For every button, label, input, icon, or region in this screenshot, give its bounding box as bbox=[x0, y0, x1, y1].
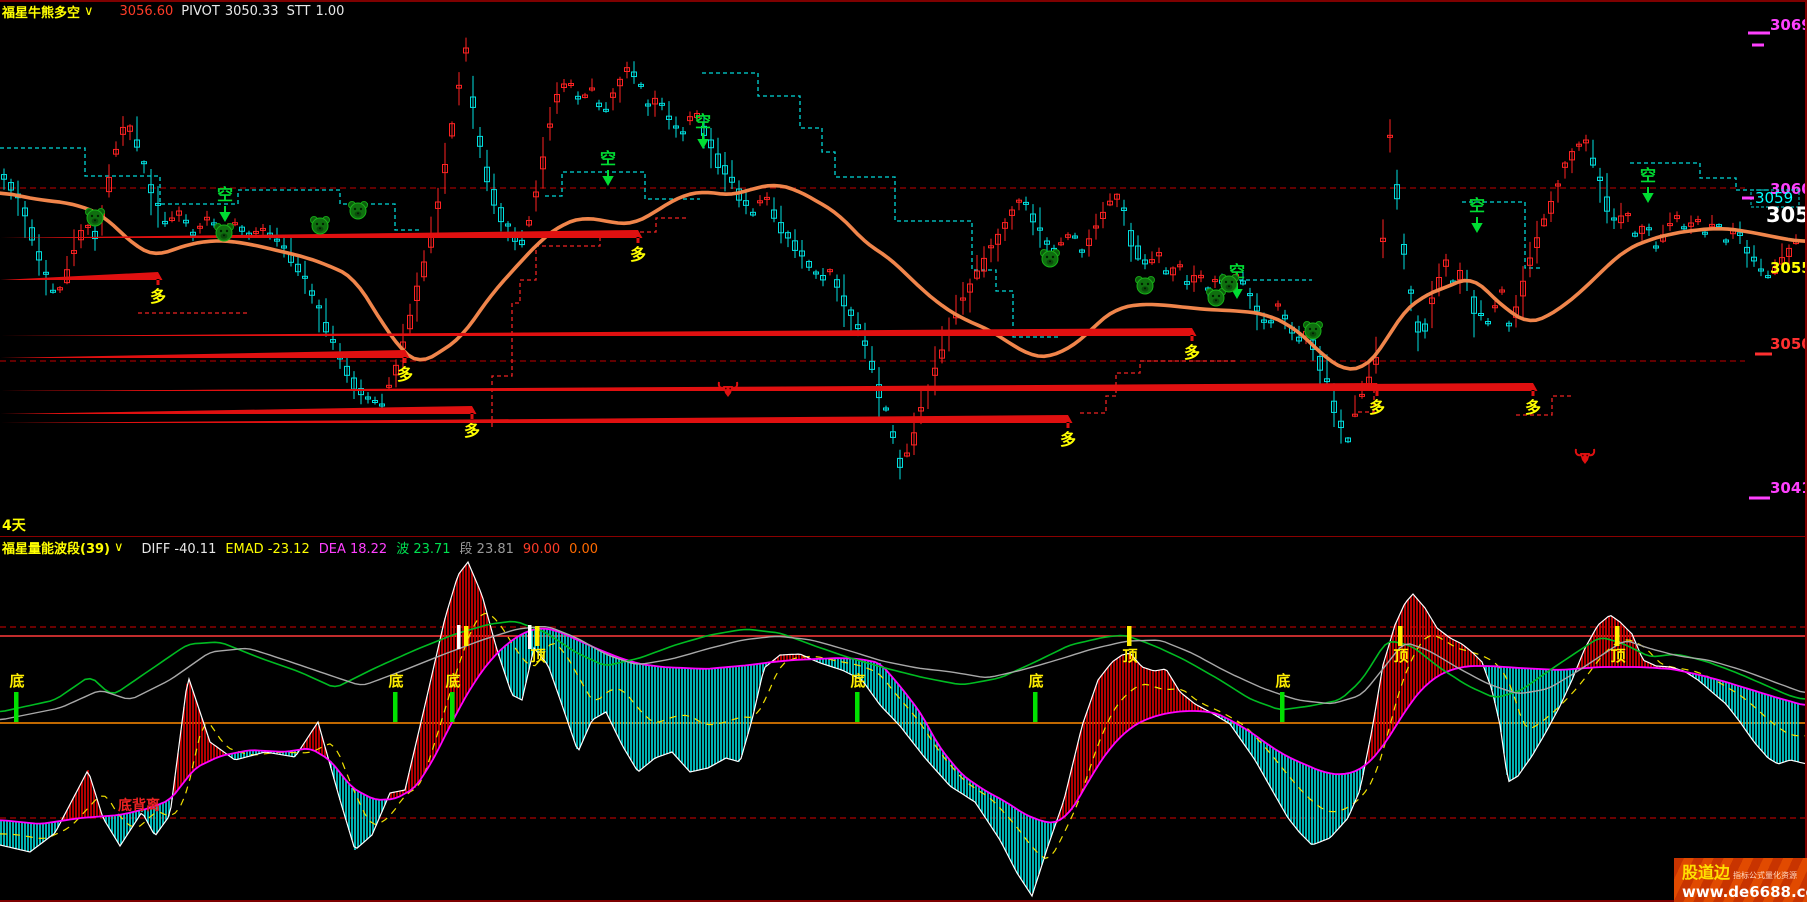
svg-text:多: 多 bbox=[150, 287, 166, 306]
price-axis-labels: 3069306030593059305530503041 bbox=[1742, 16, 1807, 500]
watermark-badge: 股道边 指标公式量化资源 www.de6688.com bbox=[1674, 858, 1807, 902]
long-signal-markers: 多多多多多多多多 bbox=[0, 230, 1541, 449]
wave-histogram bbox=[0, 564, 1799, 893]
bear-icon bbox=[214, 223, 234, 242]
panel2-header: 福星量能波段(39) ∨ DIFF -40.11 EMAD -23.12 DEA 18… bbox=[0, 538, 1807, 557]
ma-line bbox=[0, 183, 1807, 371]
indicator-field-EMAD: EMAD -23.12 bbox=[225, 541, 310, 557]
svg-text:底: 底 bbox=[9, 672, 24, 690]
svg-text:顶: 顶 bbox=[1610, 647, 1625, 665]
svg-text:底: 底 bbox=[1028, 672, 1043, 690]
watermark-brand: 股道边 bbox=[1682, 863, 1731, 882]
indicator-field-波: 波 23.71 bbox=[396, 541, 451, 557]
bull-icons bbox=[717, 381, 1596, 464]
bo-line bbox=[0, 620, 1806, 713]
diff-line bbox=[0, 560, 1807, 898]
period-label: 4天 bbox=[2, 518, 27, 534]
bear-icon bbox=[1040, 249, 1060, 268]
bear-icon bbox=[85, 208, 105, 227]
svg-text:多: 多 bbox=[1525, 398, 1541, 417]
svg-text:空: 空 bbox=[600, 149, 616, 168]
panel1-price-value: 3056.60 bbox=[119, 3, 174, 19]
panel1-stt-label: STT bbox=[286, 3, 311, 19]
svg-text:顶: 顶 bbox=[1393, 647, 1408, 665]
bull-icon bbox=[1574, 448, 1596, 464]
bull-icon bbox=[717, 381, 739, 397]
panel1-caret-icon[interactable]: ∨ bbox=[84, 3, 94, 19]
bottom-signal-markers: 底底底底底底 bbox=[9, 672, 1291, 722]
panel1-pivot-label: PIVOT bbox=[181, 3, 220, 19]
panel1-title[interactable]: 福星牛熊多空 bbox=[2, 5, 81, 21]
bear-icon bbox=[310, 216, 330, 235]
indicator-field-DEA: DEA 18.22 bbox=[318, 541, 388, 557]
svg-text:多: 多 bbox=[1184, 343, 1200, 362]
panel-divider[interactable] bbox=[0, 536, 1807, 537]
envelope-step-lines bbox=[0, 72, 1768, 427]
svg-text:空: 空 bbox=[217, 185, 233, 204]
watermark-url: www.de6688.com bbox=[1682, 883, 1807, 901]
panel1-stt-value: 1.00 bbox=[315, 3, 345, 19]
svg-text:底: 底 bbox=[1275, 672, 1290, 690]
svg-text:顶: 顶 bbox=[530, 647, 545, 665]
svg-text:底: 底 bbox=[445, 672, 460, 690]
svg-text:空: 空 bbox=[1469, 196, 1485, 215]
indicator-field-段: 段 23.81 bbox=[459, 541, 514, 557]
dea-line bbox=[0, 627, 1806, 825]
watermark-tagline: 指标公式量化资源 bbox=[1733, 871, 1798, 880]
svg-text:空: 空 bbox=[695, 112, 711, 131]
main-candlestick-chart[interactable]: 空空空空空空多多多多多多多多30693060305930593055305030… bbox=[0, 0, 1807, 536]
emad-line bbox=[0, 612, 1806, 859]
svg-text:空: 空 bbox=[1640, 166, 1656, 185]
indicator-field-0.00: 0.00 bbox=[569, 541, 599, 557]
svg-text:3041: 3041 bbox=[1770, 479, 1807, 497]
bear-icon bbox=[1219, 274, 1239, 293]
svg-text:底: 底 bbox=[850, 672, 865, 690]
indicator-field-DIFF: DIFF -40.11 bbox=[141, 541, 217, 557]
panel1-header: 福星牛熊多空 ∨ 3056.60 PIVOT 3050.33 STT 1.00 bbox=[0, 2, 1807, 21]
svg-text:3059: 3059 bbox=[1766, 203, 1807, 227]
svg-text:顶: 顶 bbox=[1122, 647, 1137, 665]
divergence-label: 底背离 bbox=[118, 797, 160, 814]
svg-text:多: 多 bbox=[1060, 430, 1076, 449]
svg-text:3055: 3055 bbox=[1770, 259, 1807, 277]
svg-text:多: 多 bbox=[464, 421, 480, 440]
svg-text:多: 多 bbox=[630, 245, 646, 264]
svg-text:3050: 3050 bbox=[1770, 335, 1807, 353]
bear-icon bbox=[1135, 276, 1155, 295]
duan-line bbox=[0, 626, 1806, 721]
svg-text:3059: 3059 bbox=[1755, 189, 1793, 207]
indicator-field-90.00: 90.00 bbox=[522, 541, 561, 557]
svg-text:底: 底 bbox=[388, 672, 403, 690]
bear-icons bbox=[85, 201, 1323, 340]
bear-icon bbox=[1206, 288, 1226, 307]
panel1-pivot-value: 3050.33 bbox=[224, 3, 279, 19]
panel2-caret-icon[interactable]: ∨ bbox=[113, 539, 124, 555]
bear-icon bbox=[1303, 321, 1323, 340]
panel2-title[interactable]: 福星量能波段(39) bbox=[2, 541, 110, 557]
svg-text:多: 多 bbox=[397, 365, 413, 384]
svg-text:3069: 3069 bbox=[1770, 16, 1807, 34]
panel2-indicator-values: DIFF -40.11 EMAD -23.12 DEA 18.22 波 23.71 段 … bbox=[142, 538, 608, 557]
svg-text:3060: 3060 bbox=[1770, 180, 1807, 198]
bear-icon bbox=[348, 201, 368, 220]
svg-text:多: 多 bbox=[1369, 398, 1385, 417]
top-signal-markers: 顶顶顶顶 bbox=[457, 625, 1626, 665]
